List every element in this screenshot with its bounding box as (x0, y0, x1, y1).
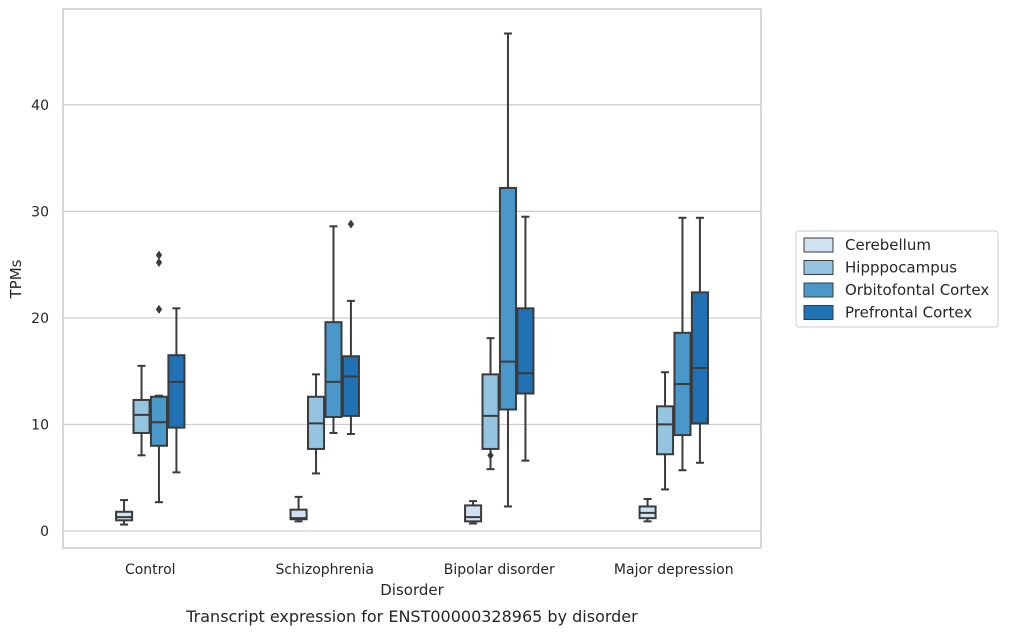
y-tick-label: 0 (40, 524, 49, 540)
box-orbitofontal-cortex (673, 216, 692, 472)
box-prefrontal-cortex (341, 219, 360, 436)
box-cerebellum (464, 500, 483, 525)
box-body (464, 504, 483, 523)
x-tick-label: Bipolar disorder (444, 562, 555, 578)
x-tick-label: Control (125, 562, 176, 578)
box-body (149, 395, 169, 447)
box-body (341, 355, 360, 417)
box-hipppocampus (132, 364, 151, 457)
box-body (115, 510, 134, 522)
legend-swatch (803, 282, 834, 298)
y-tick-label: 10 (31, 417, 49, 433)
x-axis-label: Disorder (380, 581, 444, 599)
boxes (115, 32, 709, 526)
box-body (324, 321, 343, 418)
y-axis-label: TPMs (7, 259, 25, 299)
legend-swatch (803, 237, 834, 253)
box-hipppocampus (306, 373, 326, 475)
legend-label: Hipppocampus (845, 259, 957, 277)
box-prefrontal-cortex (516, 215, 535, 462)
legend-label: Prefrontal Cortex (845, 304, 972, 322)
outlier-point (155, 304, 163, 314)
legend: Cerebellum Hipppocampus Orbitofontal Corte… (795, 230, 999, 328)
box-orbitofontal-cortex (324, 225, 343, 434)
legend-frame (795, 230, 999, 328)
y-tick-label: 40 (31, 98, 49, 114)
y-tick-label: 20 (31, 311, 49, 327)
box-hipppocampus (655, 371, 675, 491)
y-tick-label: 30 (31, 204, 49, 220)
box-prefrontal-cortex (167, 307, 186, 474)
x-tick-label: Schizophrenia (276, 562, 374, 578)
legend-swatch (803, 260, 834, 275)
box-orbitofontal-cortex (149, 250, 169, 504)
outlier-point (155, 250, 163, 260)
box-body (167, 354, 186, 429)
box-cerebellum (638, 498, 657, 523)
outlier-point (487, 450, 494, 460)
x-tick-label: Major depression (614, 562, 734, 578)
box-cerebellum (115, 499, 134, 526)
box-body (481, 373, 500, 450)
box-body (289, 508, 308, 521)
y-tick-labels: 0 10 20 30 40 (31, 98, 49, 540)
box-body (690, 291, 709, 425)
box-body (655, 405, 675, 456)
gridlines (63, 104, 761, 532)
outlier-point (155, 258, 163, 268)
box-prefrontal-cortex (690, 216, 709, 464)
legend-label: Cerebellum (845, 236, 931, 254)
plot-area-frame (62, 8, 762, 549)
x-tick-labels: Control Schizophrenia Bipolar disorder Majo… (125, 562, 734, 578)
figure-caption: Transcript expression for ENST0000032896… (185, 607, 638, 626)
box-body (516, 307, 535, 395)
box-body (498, 186, 518, 411)
outlier-point (347, 219, 355, 229)
box-orbitofontal-cortex (498, 32, 518, 508)
box-cerebellum (289, 495, 308, 523)
legend-label: Orbitofontal Cortex (845, 281, 989, 299)
legend-swatch (803, 305, 834, 320)
box-body (132, 398, 151, 434)
box-hipppocampus (481, 337, 500, 471)
